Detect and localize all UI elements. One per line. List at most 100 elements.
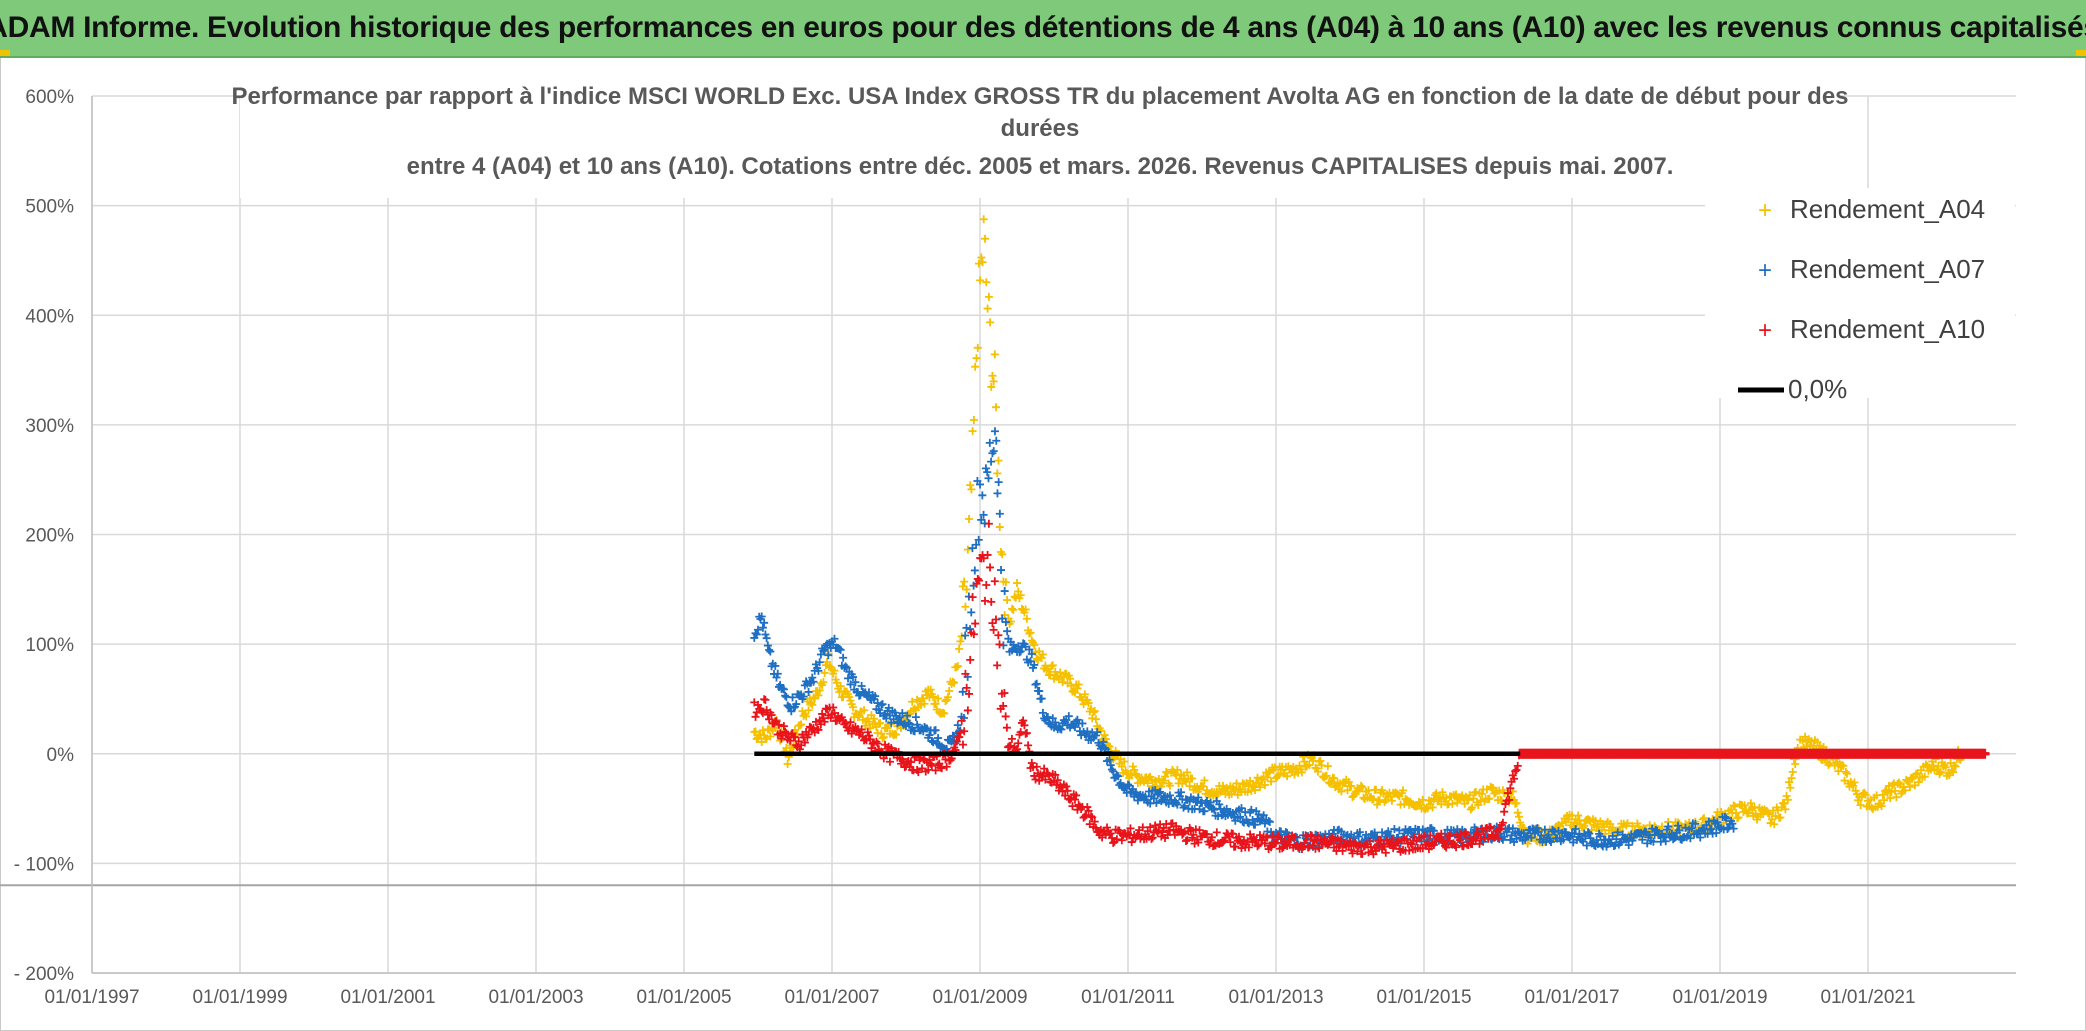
data-point xyxy=(1815,741,1824,750)
data-point xyxy=(1513,808,1522,817)
data-point xyxy=(924,765,933,774)
data-point xyxy=(1189,830,1198,839)
data-point xyxy=(1124,780,1132,789)
data-point xyxy=(765,715,774,724)
data-point xyxy=(1003,596,1012,605)
data-point xyxy=(879,733,888,742)
data-point xyxy=(910,704,919,713)
data-point xyxy=(761,695,770,704)
data-point xyxy=(1329,774,1338,783)
data-point xyxy=(1592,835,1601,844)
data-point xyxy=(979,215,988,224)
data-point xyxy=(927,736,936,745)
data-point xyxy=(885,757,894,766)
data-point xyxy=(1713,818,1722,827)
data-point xyxy=(1024,741,1033,750)
y-tick-label: 100% xyxy=(25,635,74,656)
data-point xyxy=(1399,786,1408,795)
data-point xyxy=(1448,799,1457,808)
data-point xyxy=(962,683,971,692)
data-point xyxy=(990,427,999,436)
data-point xyxy=(781,691,790,700)
data-point xyxy=(926,759,935,768)
data-point xyxy=(774,720,783,729)
data-point xyxy=(786,736,795,745)
data-point xyxy=(1405,846,1414,855)
data-point xyxy=(1468,803,1477,812)
data-point xyxy=(1891,786,1900,795)
data-point xyxy=(1322,771,1331,780)
data-point xyxy=(1246,776,1255,785)
data-point xyxy=(945,687,954,696)
data-point xyxy=(931,726,940,735)
data-point xyxy=(1051,718,1060,727)
y-tick-label: 300% xyxy=(25,416,74,437)
data-point xyxy=(1687,824,1696,833)
x-tick-label: 01/01/1999 xyxy=(192,987,287,1008)
data-point xyxy=(1278,844,1287,853)
data-point xyxy=(1025,645,1034,654)
data-point xyxy=(1186,826,1195,835)
data-point xyxy=(1146,823,1155,832)
data-point xyxy=(1264,768,1273,777)
data-point xyxy=(1274,770,1283,779)
x-tick-label: 01/01/2005 xyxy=(636,987,731,1008)
data-point xyxy=(809,677,818,686)
data-point xyxy=(943,693,952,702)
data-point xyxy=(766,732,775,741)
data-point xyxy=(1037,694,1046,703)
data-point xyxy=(804,730,813,739)
data-point xyxy=(1062,782,1071,791)
axes: 600%500%400%300%200%100%0%- 100%- 200%01… xyxy=(14,87,2016,1008)
data-point xyxy=(1090,817,1099,826)
data-point xyxy=(963,706,972,715)
data-point xyxy=(1474,830,1483,839)
data-point xyxy=(990,350,999,359)
data-point xyxy=(1130,765,1139,774)
data-point xyxy=(1122,769,1131,778)
data-point xyxy=(1776,813,1785,822)
data-point xyxy=(1188,774,1197,783)
data-point xyxy=(1787,774,1796,783)
data-point xyxy=(1021,605,1030,614)
data-point xyxy=(1283,772,1292,781)
data-point xyxy=(1686,834,1695,843)
data-point xyxy=(811,717,820,726)
data-point xyxy=(842,663,851,672)
data-point xyxy=(1144,787,1153,796)
data-point xyxy=(1202,796,1211,805)
data-point xyxy=(1140,777,1149,786)
report-banner: ADAM Informe. Evolution historique des p… xyxy=(0,0,2086,58)
data-point xyxy=(1320,834,1329,843)
data-point xyxy=(1364,848,1373,857)
data-point xyxy=(1342,831,1351,840)
data-point xyxy=(973,343,982,352)
data-point xyxy=(1381,848,1390,857)
data-point xyxy=(1564,815,1573,824)
data-point xyxy=(869,714,878,723)
data-point xyxy=(1236,812,1245,821)
data-point xyxy=(1207,833,1216,842)
data-point xyxy=(823,657,832,666)
data-point xyxy=(1951,762,1960,771)
data-point xyxy=(948,677,957,686)
data-point xyxy=(974,576,983,585)
x-tick-label: 01/01/2015 xyxy=(1376,987,1471,1008)
data-point xyxy=(830,634,839,643)
data-point xyxy=(1579,837,1588,846)
data-point xyxy=(1159,776,1168,785)
data-point xyxy=(892,730,901,739)
data-point xyxy=(1387,835,1396,844)
data-point xyxy=(1395,826,1404,835)
data-point xyxy=(1290,833,1299,842)
data-point xyxy=(814,666,823,675)
data-point xyxy=(1283,829,1292,838)
data-point xyxy=(997,566,1006,575)
data-point xyxy=(906,758,915,767)
data-point xyxy=(1057,725,1066,734)
data-point xyxy=(1165,781,1174,790)
data-point xyxy=(1394,790,1403,799)
data-point xyxy=(799,692,808,701)
data-point xyxy=(1074,680,1083,689)
data-point xyxy=(994,456,1003,465)
